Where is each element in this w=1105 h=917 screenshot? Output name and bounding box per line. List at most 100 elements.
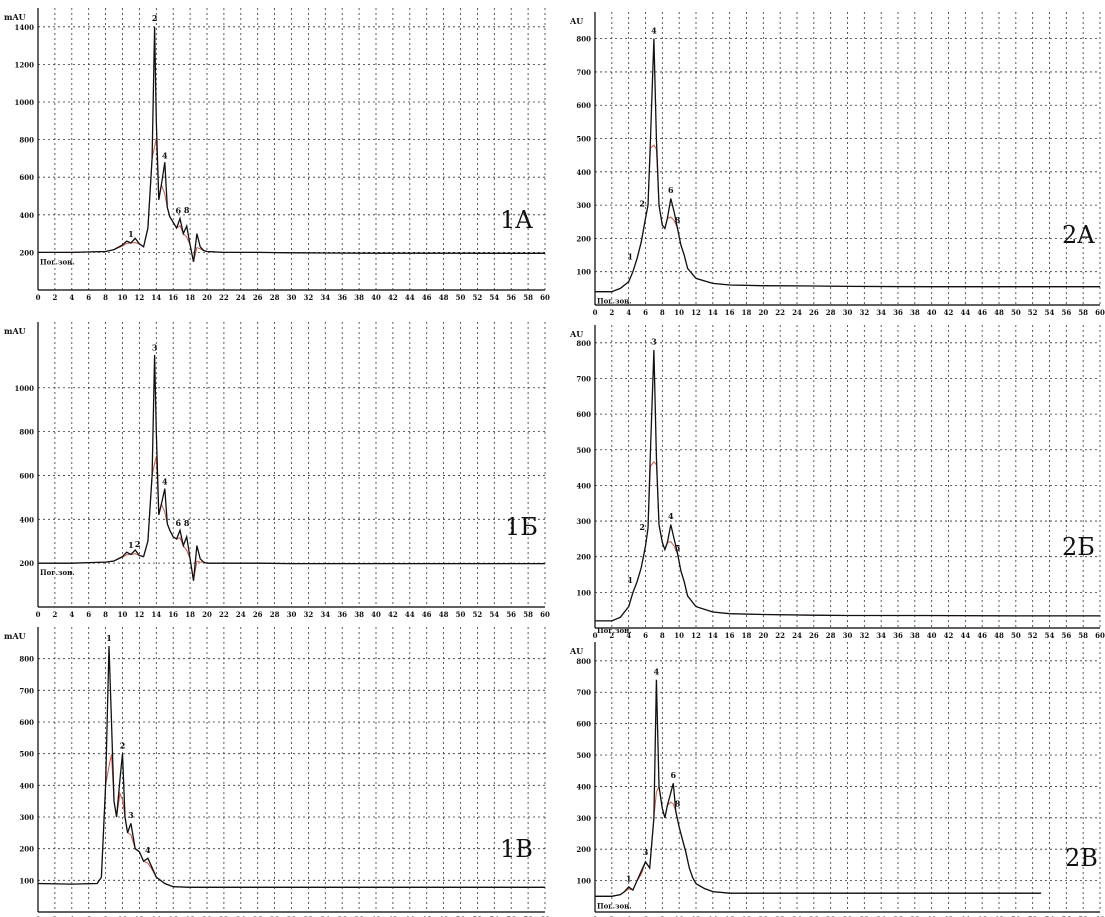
y-tick-label: 700: [19, 686, 34, 695]
x-tick-label: 24: [792, 915, 802, 917]
y-tick-label: 700: [576, 68, 591, 77]
peak-label: 3: [152, 343, 158, 353]
x-tick-label: 42: [388, 915, 398, 917]
x-tick-label: 36: [893, 915, 903, 917]
x-tick-label: 20: [202, 915, 212, 917]
x-tick-label: 54: [1045, 915, 1055, 917]
x-tick-label: 54: [1045, 631, 1055, 640]
x-tick-label: 6: [643, 915, 648, 917]
x-tick-label: 24: [236, 610, 246, 619]
y-axis-label: mAU: [4, 631, 26, 641]
x-tick-label: 34: [320, 610, 330, 619]
x-tick-label: 42: [388, 293, 398, 302]
x-tick-label: 48: [994, 631, 1004, 640]
baseline-label: Пог.зон.: [40, 257, 75, 266]
y-tick-label: 400: [576, 782, 591, 791]
x-tick-label: 46: [422, 915, 432, 917]
x-tick-label: 22: [775, 631, 785, 640]
x-tick-label: 38: [910, 631, 920, 640]
x-tick-label: 0: [36, 915, 41, 917]
y-tick-label: 200: [576, 845, 591, 854]
peak-label: 4: [668, 511, 674, 521]
baseline-label: Пог.зон.: [597, 901, 632, 910]
x-tick-label: 60: [540, 293, 550, 302]
y-axis-label: AU: [569, 329, 583, 339]
x-tick-label: 52: [473, 915, 483, 917]
x-tick-label: 44: [960, 915, 970, 917]
x-tick-label: 18: [185, 610, 195, 619]
peak-label: 4: [162, 476, 168, 486]
x-tick-label: 22: [219, 293, 229, 302]
y-tick-label: 1000: [15, 384, 35, 393]
x-tick-label: 28: [270, 293, 280, 302]
chromatogram-panel-2: 0 2 4 6 8 10 12 14 16 18 20 22 24 26 28 30 32 34 36 38 40 42 4…: [4, 322, 550, 619]
x-tick-label: 32: [859, 631, 869, 640]
x-tick-label: 58: [1078, 915, 1088, 917]
x-tick-label: 30: [843, 308, 853, 317]
x-tick-label: 58: [523, 293, 533, 302]
x-tick-label: 34: [320, 915, 330, 917]
y-tick-label: 400: [576, 481, 591, 490]
x-tick-label: 6: [643, 631, 648, 640]
x-tick-label: 56: [506, 915, 516, 917]
chromatogram-panel-5: 0 2 4 6 8 10 12 14 16 18 20 22 24 26 28 30 32 34 36 38 40 42 4…: [569, 325, 1105, 640]
x-tick-label: 12: [135, 610, 145, 619]
x-tick-label: 22: [219, 610, 229, 619]
x-tick-label: 50: [1011, 631, 1021, 640]
x-tick-label: 24: [792, 308, 802, 317]
x-tick-label: 10: [118, 915, 128, 917]
y-tick-label: 800: [576, 657, 591, 666]
peak-label: 2: [135, 539, 141, 549]
chromatogram-panel-3: 0246810121416182022242628303234363840424…: [4, 627, 550, 917]
peak-label: 4: [145, 845, 151, 855]
x-tick-label: 38: [910, 308, 920, 317]
x-tick-label: 32: [304, 610, 314, 619]
x-tick-label: 58: [523, 915, 533, 917]
x-tick-label: 44: [960, 308, 970, 317]
x-tick-label: 6: [86, 293, 91, 302]
peak-label: 4: [162, 150, 168, 160]
x-tick-label: 18: [185, 915, 195, 917]
peak-label: 1: [128, 229, 134, 239]
x-tick-label: 34: [876, 915, 886, 917]
x-tick-label: 8: [660, 915, 665, 917]
y-tick-label: 700: [576, 688, 591, 697]
x-tick-label: 32: [304, 915, 314, 917]
x-tick-label: 8: [660, 308, 665, 317]
x-tick-label: 32: [859, 308, 869, 317]
y-tick-label: 100: [19, 876, 34, 885]
x-tick-label: 14: [708, 308, 718, 317]
x-tick-label: 18: [185, 293, 195, 302]
x-tick-label: 16: [725, 308, 735, 317]
chromatogram-line: [595, 38, 1100, 293]
panel-title: 2Б: [1062, 533, 1095, 561]
x-tick-label: 56: [506, 293, 516, 302]
panel-title: 1В: [500, 835, 533, 863]
x-tick-label: 18: [742, 631, 752, 640]
x-tick-label: 28: [826, 308, 836, 317]
x-tick-label: 32: [304, 293, 314, 302]
peak-label: 8: [184, 518, 190, 528]
x-tick-label: 60: [1095, 915, 1105, 917]
x-tick-label: 34: [876, 308, 886, 317]
y-tick-label: 200: [576, 553, 591, 562]
x-tick-label: 8: [103, 293, 108, 302]
x-tick-label: 40: [371, 610, 381, 619]
x-tick-label: 32: [859, 915, 869, 917]
x-tick-label: 16: [725, 631, 735, 640]
x-tick-label: 2: [609, 308, 614, 317]
x-tick-label: 50: [1011, 308, 1021, 317]
x-tick-label: 20: [202, 610, 212, 619]
y-tick-label: 500: [576, 135, 591, 144]
y-tick-label: 400: [19, 211, 34, 220]
peak-label: 8: [675, 215, 681, 225]
x-tick-label: 50: [456, 293, 466, 302]
peak-label: 4: [651, 25, 657, 35]
x-tick-label: 0: [36, 293, 41, 302]
x-tick-label: 10: [674, 631, 684, 640]
y-tick-label: 100: [576, 588, 591, 597]
chromatogram-line: [38, 26, 545, 262]
x-tick-label: 38: [910, 915, 920, 917]
x-tick-label: 2: [609, 915, 614, 917]
